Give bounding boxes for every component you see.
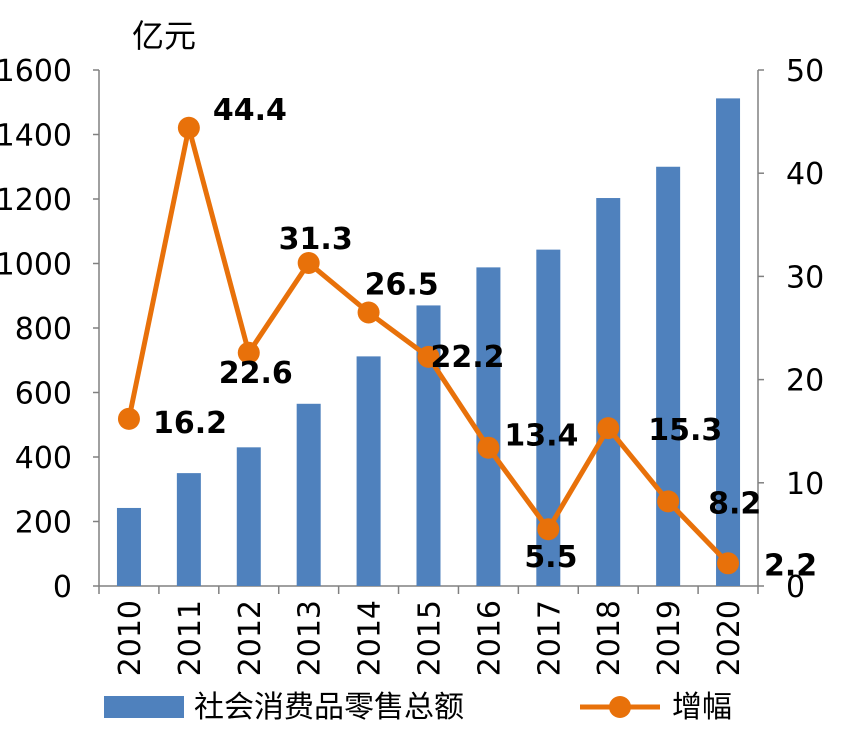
bar [296,403,321,586]
x-tick-label: 2013 [293,600,328,676]
growth-data-label: 15.3 [648,413,722,448]
left-tick-label: 800 [15,312,72,347]
growth-data-label: 22.6 [219,356,293,391]
x-axis: 2010 2011 2012 2013 2014 2015 2016 2017 2018 2019… [98,585,759,676]
bar [716,98,741,586]
x-tick-label: 2012 [233,600,268,676]
growth-point [117,407,140,430]
x-tick-label: 2015 [413,600,448,676]
growth-point [717,552,740,575]
growth-data-label: 8.2 [708,486,761,521]
growth-data-label: 44.4 [213,93,287,128]
growth-point [597,417,620,440]
left-tick-label: 1600 [0,54,72,89]
growth-data-label: 16.2 [153,406,227,441]
growth-data-label: 13.4 [504,419,578,454]
left-tick-label: 1400 [0,119,72,154]
right-tick-label: 20 [786,364,824,399]
legend-bar-label: 社会消费品零售总额 [194,690,464,725]
growth-point [657,490,680,513]
legend-line-label: 增幅 [672,690,732,725]
right-tick-label: 30 [786,260,824,295]
growth-data-label: 2.2 [764,548,817,583]
left-tick-label: 1000 [0,248,72,283]
growth-data-label: 22.2 [431,340,505,375]
left-tick-label: 400 [15,441,72,476]
x-tick-label: 2017 [532,600,567,676]
left-tick-label: 0 [53,570,72,605]
right-tick-label: 10 [786,467,824,502]
x-tick-label: 2020 [712,600,747,676]
left-tick-label: 600 [15,377,72,412]
y-axis-unit-label: 亿元 [132,17,196,55]
right-tick-label: 50 [786,54,824,89]
legend-line-marker [609,696,631,718]
line-series: 16.2 44.4 22.6 31.3 26.5 22.2 13.4 5.5 15.3 8.22.… [117,93,817,583]
bar [596,198,621,586]
left-tick-label: 1200 [0,183,72,218]
bar [476,267,501,586]
right-tick-label: 0 [786,570,805,605]
growth-point [177,116,200,139]
bar [656,166,681,586]
growth-point [357,301,380,324]
growth-point [477,436,500,459]
growth-point [537,518,560,541]
growth-point [237,341,260,364]
left-tick-label: 200 [15,506,72,541]
x-tick-label: 2011 [173,600,208,676]
growth-data-label: 31.3 [279,222,353,257]
x-tick-label: 2016 [472,600,507,676]
growth-point [297,251,320,274]
legend: 社会消费品零售总额 增幅 [104,690,732,725]
right-tick-label: 40 [786,157,824,192]
bar [116,507,141,586]
growth-data-label: 5.5 [524,540,577,575]
right-y-axis: 0 10 20 30 40 50 [757,54,824,605]
bar-series [116,98,741,586]
legend-bar-swatch [104,696,184,718]
growth-point [417,345,440,368]
bar [176,473,201,586]
x-tick-label: 2019 [652,600,687,676]
growth-data-label: 26.5 [365,268,439,303]
bar [356,356,381,586]
x-tick-label: 2014 [353,600,388,676]
bar [236,447,261,586]
x-tick-label: 2010 [113,600,148,676]
x-tick-label: 2018 [592,600,627,676]
left-y-axis: 0 200 400 600 800 1000 1200 1400 1600 [0,54,100,605]
